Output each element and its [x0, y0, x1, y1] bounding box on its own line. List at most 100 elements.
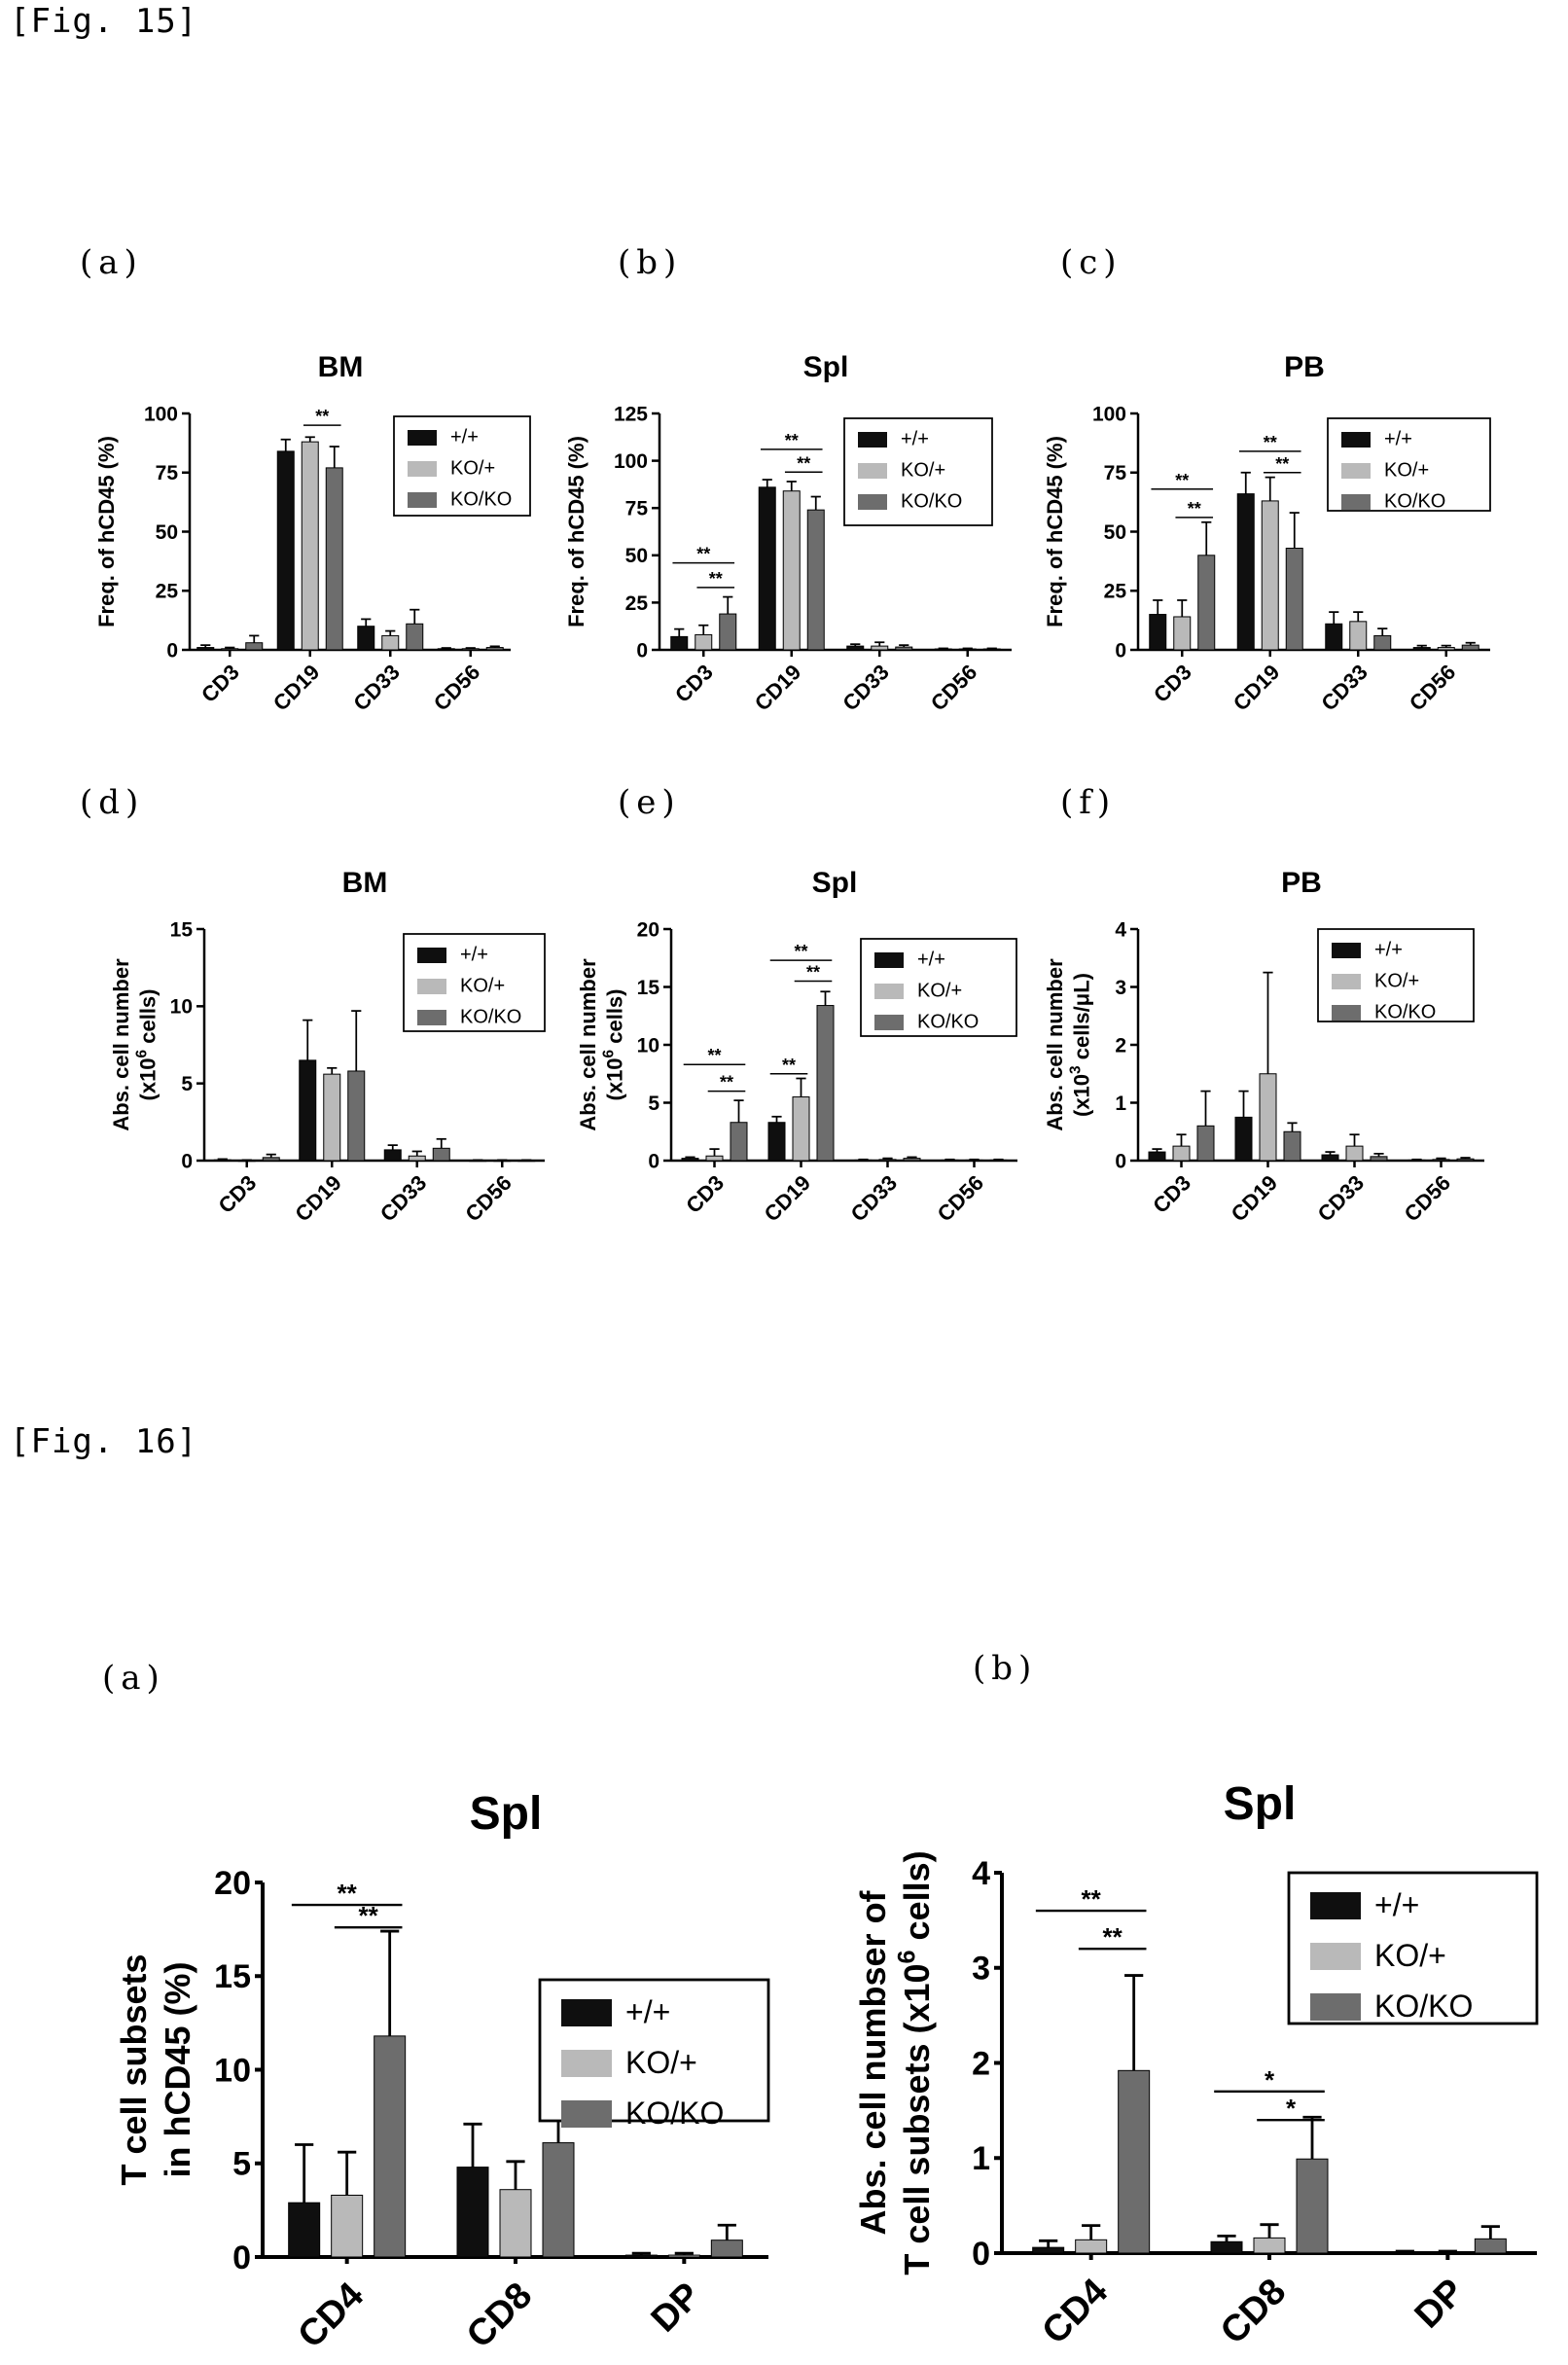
legend-label: KO/+ [901, 460, 945, 482]
x-tick-label: CD4 [291, 2275, 372, 2355]
panel-letter-15f: (f) [1060, 783, 1117, 822]
legend-label: KO/+ [460, 976, 505, 997]
y-axis-label-line: cells) [136, 989, 160, 1050]
y-axis-label-line: T cell subsets [114, 1953, 154, 2185]
bar [485, 647, 504, 651]
y-axis-label-exponent: 3 [1068, 1065, 1085, 1074]
x-tick-label: CD33 [375, 1170, 431, 1226]
x-tick-label: CD19 [1229, 660, 1284, 715]
y-tick-label: 75 [156, 462, 179, 484]
significance-label: ** [806, 963, 820, 983]
bar [670, 635, 689, 651]
significance-label: ** [785, 431, 799, 450]
y-axis-label-line: (x10 [1070, 1074, 1094, 1117]
legend-swatch [408, 461, 437, 477]
bar [1032, 2246, 1065, 2254]
significance-label: ** [1103, 1922, 1123, 1952]
y-tick-label: 0 [232, 2240, 251, 2276]
legend-label: KO/+ [450, 458, 495, 480]
significance-label: ** [1082, 1884, 1102, 1914]
bar [1210, 2240, 1243, 2254]
y-tick-label: 0 [181, 1150, 193, 1172]
panel-letter-15d: (d) [80, 783, 145, 822]
y-axis-label: Abs. cell number (x103 cells/μL) [1043, 958, 1094, 1131]
bar [437, 648, 455, 651]
legend-swatch [408, 492, 437, 508]
chart-title: Spl [803, 351, 849, 383]
bar [1437, 647, 1455, 651]
x-tick-label: CD4 [1035, 2271, 1116, 2351]
y-tick-label: 25 [156, 581, 179, 603]
legend-label: +/+ [901, 429, 929, 450]
x-tick-label: CD3 [196, 660, 244, 707]
y-axis-label-line: (x10 [136, 1057, 160, 1100]
y-tick-label: 15 [170, 918, 194, 941]
chart-title: Spl [1224, 1778, 1297, 1830]
y-tick-label: 20 [214, 1865, 251, 1902]
bar [1118, 2069, 1151, 2254]
legend-swatch [408, 430, 437, 446]
y-axis-label-line: cells) [897, 1850, 937, 1950]
bar [624, 2254, 658, 2258]
y-tick-label: 100 [1092, 403, 1126, 425]
bar [408, 1155, 426, 1162]
y-tick-label: 5 [181, 1073, 193, 1095]
x-tick-label: CD19 [750, 660, 805, 715]
y-axis-label: Abs. cell number (x106 cells) [576, 958, 627, 1131]
x-tick-label: CD33 [846, 1170, 902, 1226]
legend-swatch [874, 952, 904, 968]
y-tick-label: 1 [972, 2140, 990, 2177]
y-axis-label-line: (x10 [603, 1057, 627, 1100]
legend-label: +/+ [1374, 940, 1403, 961]
significance-label: ** [696, 545, 710, 564]
bar [695, 633, 713, 651]
panel-letter-15c: (c) [1060, 243, 1123, 282]
bar [878, 1159, 897, 1162]
bar [903, 1158, 921, 1162]
legend-swatch [1341, 432, 1371, 448]
chart-15e-spl-absolute: Spl 0 5 10 15 20 Abs. cell number (x106 cells) C… [576, 867, 1017, 1227]
y-axis-label: T cell subsets in hCD45 (%) [114, 1953, 197, 2185]
y-axis-label-line: Abs. cell number [1043, 958, 1067, 1131]
y-axis-label-line: T cell subsets (x10 [897, 1963, 937, 2275]
y-tick-label: 4 [972, 1855, 990, 1892]
significance-label: ** [338, 1879, 358, 1908]
x-tick-label: CD3 [1148, 1170, 1195, 1218]
x-tick-label: CD3 [681, 1170, 729, 1218]
chart-16b-tcell-absolute: Spl 0 1 2 3 4 Abs. cell numbser of T cell subse… [853, 1778, 1539, 2352]
bar [276, 450, 295, 651]
chart-title: BM [318, 351, 364, 383]
x-tick-label: CD19 [1227, 1170, 1282, 1226]
panel-letter-15b: (b) [618, 243, 683, 282]
x-tick-label: CD19 [268, 660, 324, 715]
x-tick-label: CD56 [1405, 660, 1460, 715]
y-axis-label: Freq. of hCD45 (%) [1043, 436, 1067, 627]
legend-label: +/+ [1374, 1887, 1419, 1922]
significance-label: ** [709, 569, 723, 589]
bar [1456, 1158, 1475, 1162]
y-axis-label-line: cells/μL) [1070, 973, 1094, 1065]
bar [1412, 647, 1431, 651]
y-axis-label-exponent: 6 [134, 1050, 151, 1058]
y-tick-label: 0 [1115, 639, 1126, 662]
x-tick-label: CD8 [459, 2275, 540, 2355]
bar [1283, 1130, 1301, 1162]
y-tick-label: 75 [1104, 462, 1127, 484]
legend-label: KO/KO [1374, 1989, 1473, 2024]
y-tick-label: 15 [637, 977, 660, 999]
legend-label: KO/KO [917, 1012, 979, 1033]
legend-label: KO/KO [625, 2096, 724, 2131]
significance-label: ** [707, 1046, 721, 1065]
legend-swatch [874, 984, 904, 999]
bar [1253, 2237, 1286, 2254]
x-tick-label: CD33 [1313, 1170, 1369, 1226]
bar [1325, 623, 1343, 651]
legend-swatch [1341, 463, 1371, 479]
y-tick-label: 10 [214, 2052, 251, 2089]
x-tick-label: CD33 [1316, 660, 1372, 715]
y-tick-label: 75 [625, 498, 649, 520]
bar [710, 2240, 743, 2258]
bar [213, 1159, 232, 1162]
bar [406, 623, 424, 651]
